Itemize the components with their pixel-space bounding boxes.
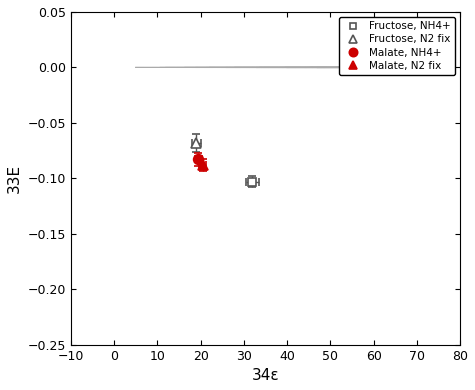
Legend: Fructose, NH4+, Fructose, N2 fix, Malate, NH4+, Malate, N2 fix: Fructose, NH4+, Fructose, N2 fix, Malate… bbox=[339, 17, 455, 75]
X-axis label: 34ε: 34ε bbox=[252, 368, 279, 383]
Y-axis label: 33E: 33E bbox=[7, 164, 22, 193]
